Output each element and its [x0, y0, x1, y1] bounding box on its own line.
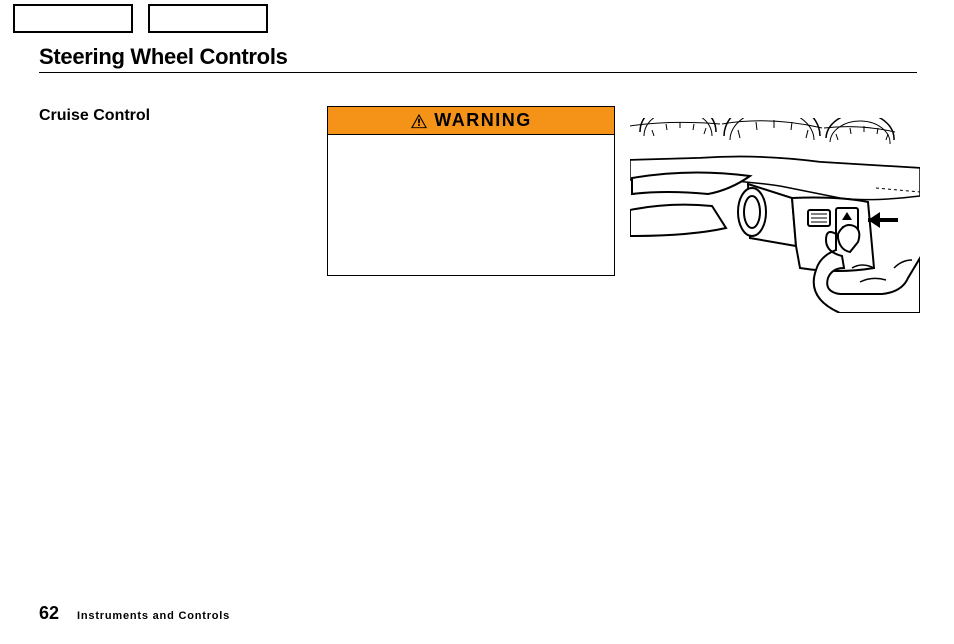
- warning-body: [328, 135, 614, 275]
- steering-control-illustration: [630, 118, 920, 313]
- title-rule: [39, 72, 917, 73]
- section-heading: Cruise Control: [39, 107, 150, 125]
- warning-label: WARNING: [434, 110, 532, 131]
- warning-triangle-icon: [410, 113, 428, 129]
- page-footer: 62 Instruments and Controls: [39, 603, 230, 624]
- page-title: Steering Wheel Controls: [39, 44, 288, 70]
- warning-header: WARNING: [328, 107, 614, 135]
- footer-chapter: Instruments and Controls: [77, 610, 230, 622]
- page-number: 62: [39, 603, 59, 624]
- nav-box-2[interactable]: [148, 4, 268, 33]
- nav-box-1[interactable]: [13, 4, 133, 33]
- top-nav-boxes: [13, 4, 268, 33]
- warning-box: WARNING: [327, 106, 615, 276]
